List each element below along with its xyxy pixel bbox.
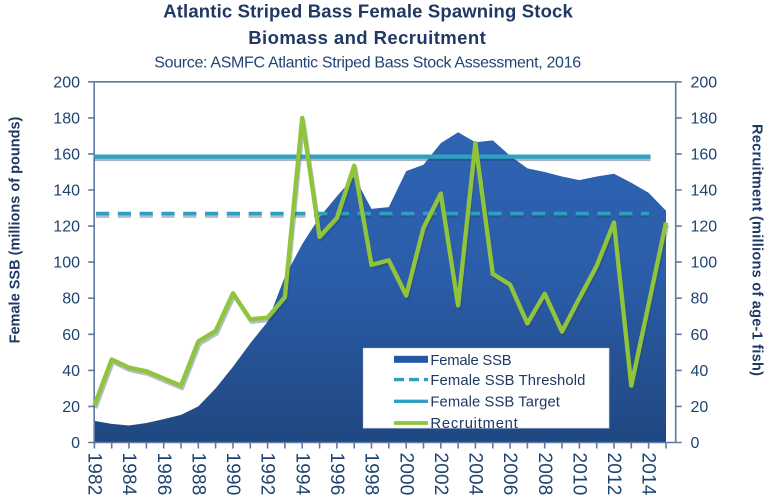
svg-text:60: 60 [691, 327, 709, 344]
svg-text:2000: 2000 [395, 453, 416, 496]
svg-text:2012: 2012 [603, 453, 624, 496]
svg-text:40: 40 [691, 363, 709, 380]
svg-text:180: 180 [691, 110, 718, 127]
svg-text:0: 0 [691, 435, 700, 452]
svg-text:Recruitment (millions of age-1: Recruitment (millions of age-1 fish) [749, 124, 765, 376]
svg-text:100: 100 [691, 255, 718, 272]
svg-text:1988: 1988 [187, 453, 208, 496]
svg-text:2008: 2008 [534, 453, 555, 496]
svg-text:2014: 2014 [638, 453, 659, 496]
svg-text:120: 120 [691, 219, 718, 236]
svg-text:1984: 1984 [118, 453, 139, 496]
svg-text:Female SSB Threshold: Female SSB Threshold [430, 373, 585, 389]
svg-text:60: 60 [62, 327, 80, 344]
svg-text:Source: ASMFC Atlantic Striped: Source: ASMFC Atlantic Striped Bass Stoc… [154, 55, 581, 72]
svg-text:Female SSB Target: Female SSB Target [430, 394, 560, 410]
svg-text:2010: 2010 [569, 453, 590, 496]
svg-text:1986: 1986 [153, 453, 174, 496]
svg-text:160: 160 [691, 146, 718, 163]
svg-text:2004: 2004 [465, 453, 486, 496]
svg-text:2002: 2002 [430, 453, 451, 496]
svg-text:160: 160 [53, 146, 80, 163]
svg-text:120: 120 [53, 219, 80, 236]
svg-text:80: 80 [62, 291, 80, 308]
svg-text:1982: 1982 [84, 453, 105, 496]
svg-text:0: 0 [71, 435, 80, 452]
svg-text:20: 20 [62, 399, 80, 416]
svg-text:1994: 1994 [291, 453, 312, 496]
svg-text:Female SSB (millions of pounds: Female SSB (millions of pounds) [8, 116, 24, 343]
svg-text:200: 200 [691, 74, 718, 91]
svg-text:1990: 1990 [222, 453, 243, 496]
svg-text:2006: 2006 [499, 453, 520, 496]
svg-text:20: 20 [691, 399, 709, 416]
svg-text:1992: 1992 [257, 453, 278, 496]
svg-text:Recruitment: Recruitment [430, 416, 517, 432]
svg-text:100: 100 [53, 255, 80, 272]
svg-text:1996: 1996 [326, 453, 347, 496]
svg-text:140: 140 [53, 183, 80, 200]
svg-text:180: 180 [53, 110, 80, 127]
svg-text:Female SSB: Female SSB [430, 353, 511, 369]
svg-text:Biomass and Recruitment: Biomass and Recruitment [248, 27, 486, 48]
svg-text:40: 40 [62, 363, 80, 380]
svg-text:140: 140 [691, 183, 718, 200]
svg-text:200: 200 [53, 74, 80, 91]
svg-text:Atlantic Striped Bass Female S: Atlantic Striped Bass Female Spawning St… [163, 1, 573, 22]
svg-text:1998: 1998 [361, 453, 382, 496]
svg-text:80: 80 [691, 291, 709, 308]
